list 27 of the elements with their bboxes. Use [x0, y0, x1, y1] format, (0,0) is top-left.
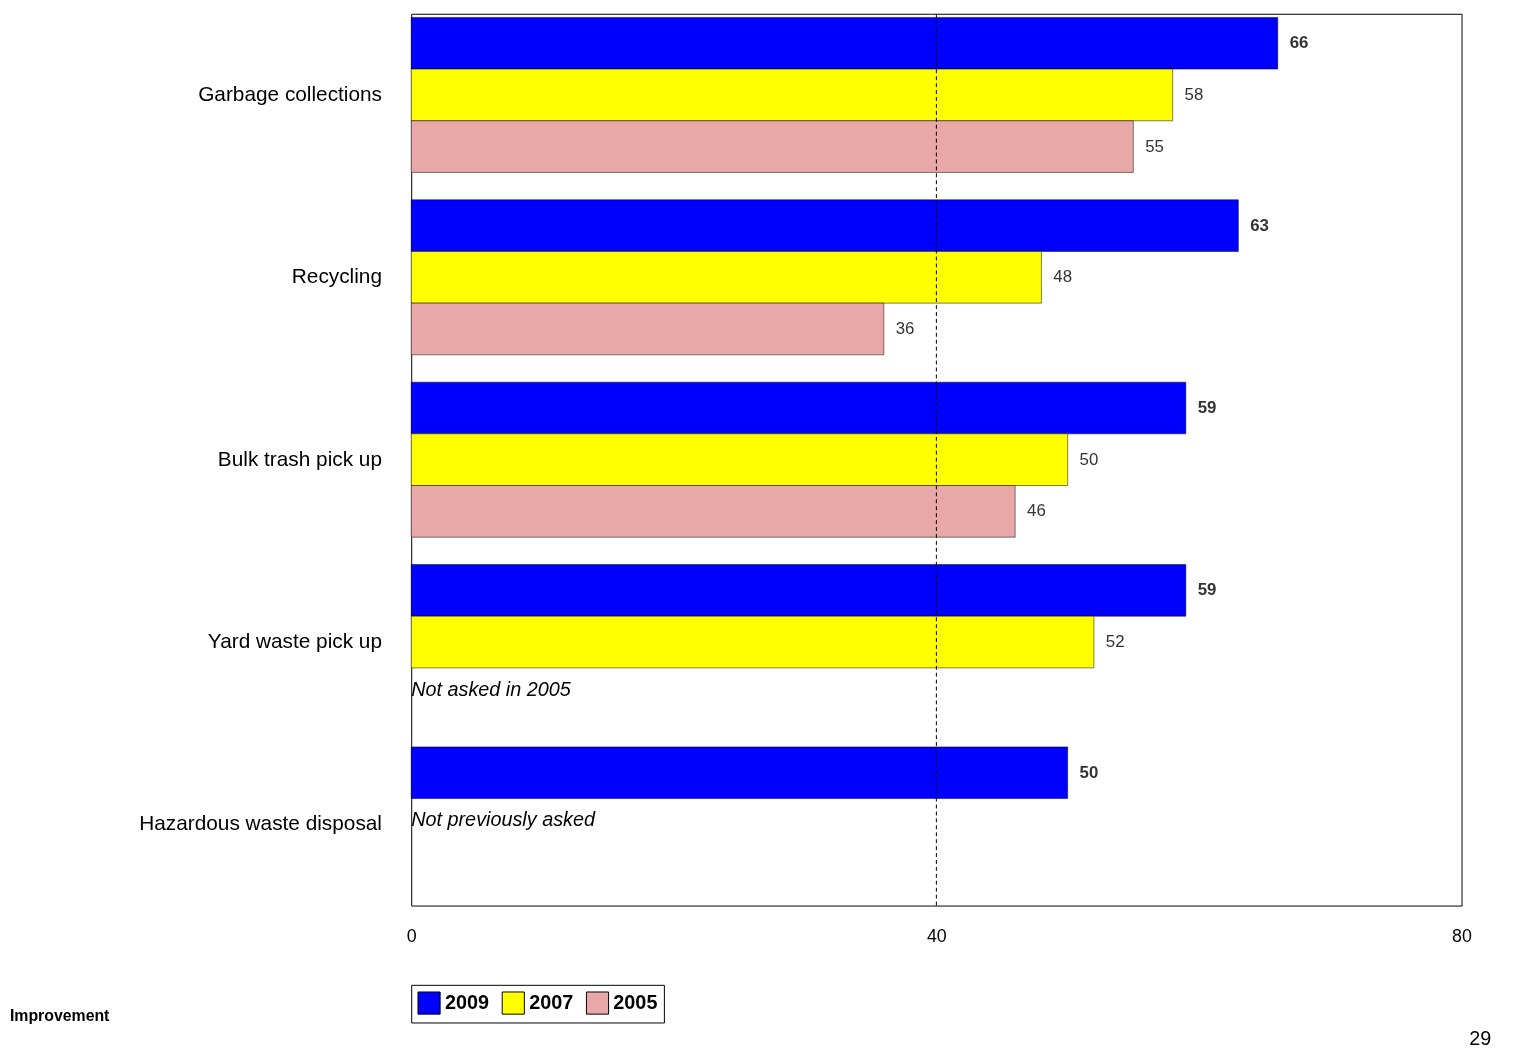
data-label: 59	[1197, 397, 1217, 417]
data-label: 58	[1184, 84, 1204, 104]
y-tick-label: Hazardous waste disposal	[139, 811, 382, 835]
data-label: 50	[1079, 449, 1099, 469]
y-tick-label: Garbage collections	[198, 81, 382, 105]
legend-label: 2009	[444, 991, 489, 1014]
y-tick-label: Recycling	[291, 264, 382, 288]
legend-label: 2005	[613, 991, 658, 1014]
data-label: 36	[895, 318, 915, 338]
text: Improvement	[9, 1007, 111, 1025]
x-tick-label: 40	[926, 925, 947, 946]
y-tick-label: Bulk trash pick up	[217, 446, 382, 470]
annotation: Not asked in 2005	[411, 677, 572, 700]
text: 29	[1469, 1027, 1492, 1050]
data-label: 63	[1250, 215, 1269, 235]
data-label: 55	[1145, 136, 1164, 156]
data-label: 66	[1289, 33, 1309, 53]
x-tick-label: 80	[1452, 925, 1473, 946]
x-tick-label: 0	[406, 925, 417, 946]
data-label: 59	[1197, 580, 1217, 600]
data-label: 52	[1105, 631, 1125, 651]
y-tick-label: Yard waste pick up	[207, 628, 382, 652]
annotation: Not previously asked	[411, 808, 596, 831]
data-label: 46	[1027, 501, 1046, 521]
data-label: 48	[1053, 267, 1073, 287]
data-label: 50	[1079, 762, 1099, 782]
legend-label: 2007	[529, 991, 574, 1014]
